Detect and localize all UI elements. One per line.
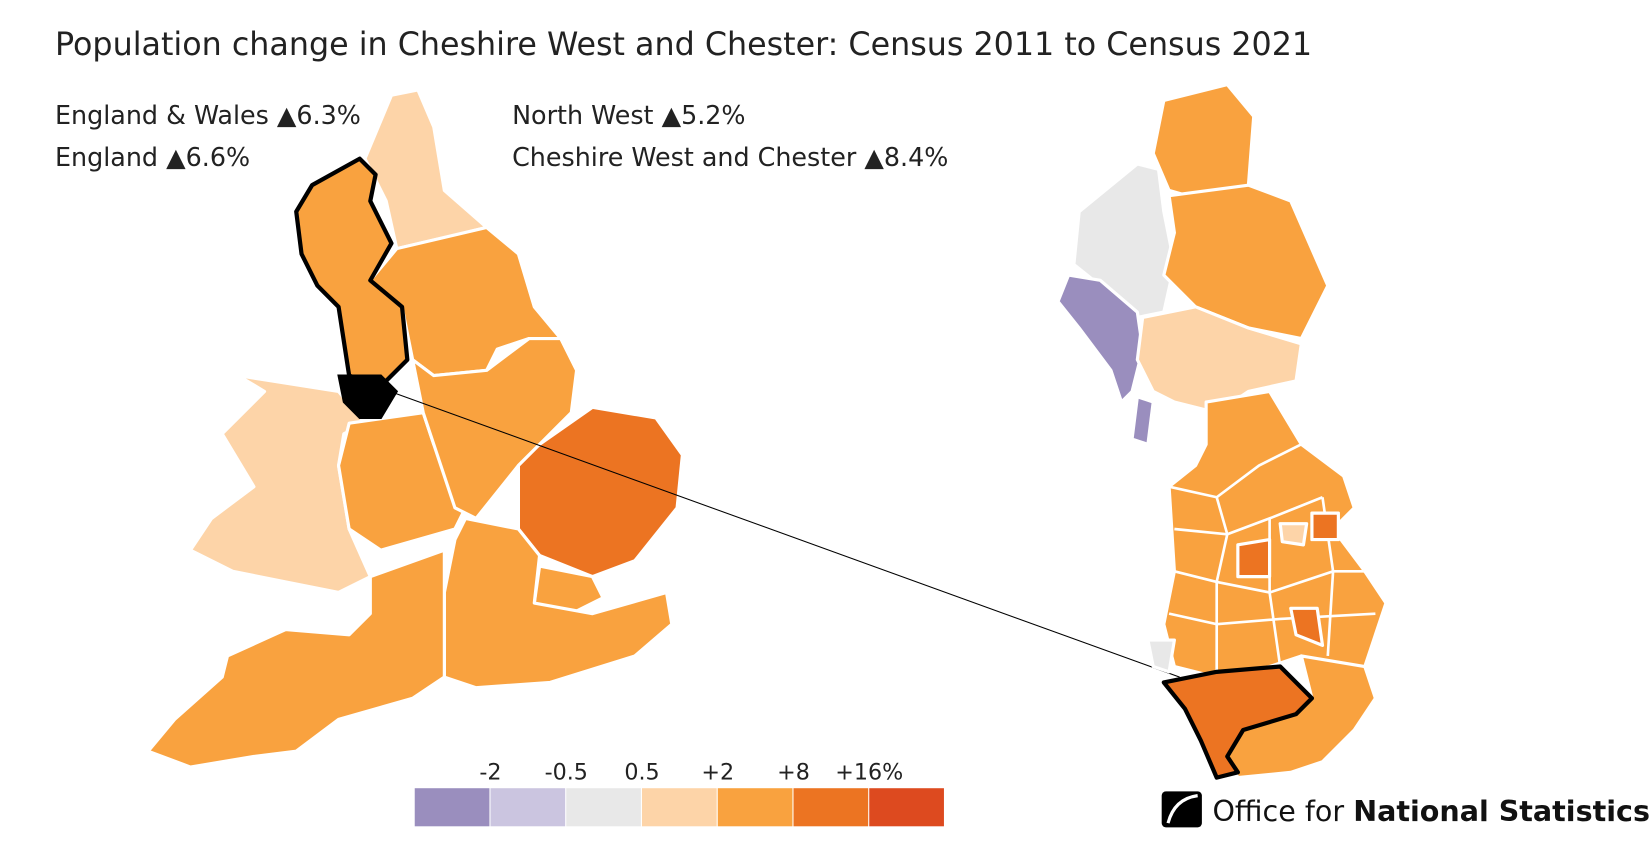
stat-name: North West	[512, 100, 653, 130]
legend-label: -0.5	[545, 760, 588, 786]
district-light-1	[1278, 522, 1309, 547]
legend-swatch	[717, 788, 793, 827]
stat: Cheshire West and Chester ▲8.4%	[512, 142, 948, 172]
stat: North West ▲5.2%	[512, 100, 745, 130]
district-grey	[1146, 638, 1176, 674]
title: Population change in Cheshire West and C…	[55, 27, 1312, 63]
stat-change: ▲5.2%	[662, 100, 746, 130]
cheshire-west-highlight	[337, 374, 399, 419]
stat-change: ▲6.6%	[166, 142, 250, 172]
legend-label: 0.5	[624, 760, 659, 786]
district-barrow	[1130, 395, 1155, 446]
legend-swatch	[566, 788, 641, 827]
district-cheshire-west	[1161, 664, 1315, 780]
district-dark-1	[1236, 537, 1272, 579]
region-south-west	[146, 548, 446, 769]
region-east	[516, 405, 684, 579]
legend-label: -2	[479, 760, 501, 786]
content: Population change in Cheshire West and C…	[55, 27, 1650, 828]
district-south-lakeland	[1135, 305, 1303, 415]
north-west-map	[1056, 83, 1388, 780]
england-wales-map	[146, 88, 684, 769]
district-copeland	[1056, 273, 1145, 404]
legend-swatch	[414, 788, 490, 827]
logo-light: Office for	[1212, 794, 1344, 828]
stat-change: ▲8.4%	[864, 142, 948, 172]
stat-name: Cheshire West and Chester	[512, 142, 857, 172]
stat-name: England & Wales	[55, 100, 269, 130]
legend: -2 -0.5 0.5 +2 +8 +16%	[414, 760, 944, 827]
district-carlisle	[1151, 83, 1256, 203]
region-east-midlands	[411, 336, 579, 521]
legend-swatch	[641, 788, 717, 827]
logo-bold: National Statistics	[1353, 794, 1650, 828]
district-dark-3	[1289, 606, 1325, 647]
legend-swatch	[793, 788, 869, 827]
legend-label: +16%	[835, 760, 903, 786]
logo-icon	[1161, 791, 1202, 828]
logo-text: Office for National Statistics	[1212, 794, 1649, 828]
logo: Office for National Statistics	[1161, 791, 1650, 828]
connector-line	[375, 385, 1180, 678]
district-eden	[1162, 183, 1330, 341]
legend-label: +8	[777, 760, 810, 786]
legend-label: +2	[701, 760, 734, 786]
logo-icon-curve	[1166, 794, 1198, 824]
stat-change: ▲6.3%	[277, 100, 361, 130]
stat-name: England	[55, 142, 158, 172]
legend-swatch	[490, 788, 566, 827]
legend-swatch	[869, 788, 944, 827]
districts-lancashire-manchester	[1162, 389, 1388, 690]
stat: England ▲6.6%	[55, 142, 250, 172]
district-borders	[1168, 443, 1376, 678]
district-dark-2	[1310, 511, 1340, 542]
stats: England & Wales ▲6.3% England ▲6.6% North …	[55, 100, 948, 172]
stat: England & Wales ▲6.3%	[55, 100, 361, 130]
